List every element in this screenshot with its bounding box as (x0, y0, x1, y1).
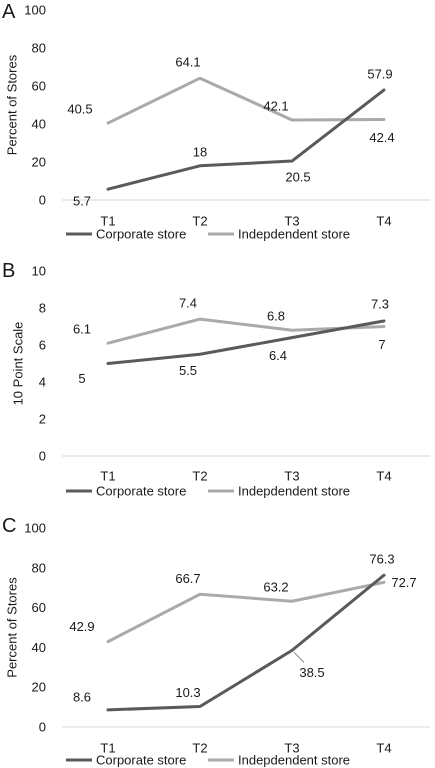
legend-label: Indepdendent store (238, 753, 350, 768)
panel-letter: A (2, 1, 16, 23)
y-tick-label: 40 (32, 640, 46, 655)
legend-label: Corporate store (96, 227, 186, 242)
x-tick-label: T4 (376, 214, 391, 229)
y-tick-label: 20 (32, 680, 46, 695)
data-label: 42.1 (263, 99, 288, 114)
data-label: 5.5 (179, 363, 197, 378)
y-tick-label: 0 (39, 193, 46, 208)
data-label: 72.7 (391, 575, 416, 590)
data-label: 10.3 (175, 685, 200, 700)
data-label: 7.4 (179, 296, 197, 311)
data-label: 76.3 (369, 552, 394, 567)
series-line-independent (106, 76, 386, 125)
data-label: 6.1 (73, 322, 91, 337)
data-label: 8.6 (73, 689, 91, 704)
panel-letter: B (2, 260, 15, 282)
data-label: 57.9 (367, 66, 392, 81)
x-tick-label: T3 (284, 214, 299, 229)
data-label: 7.3 (371, 296, 389, 311)
x-tick-label: T4 (376, 741, 391, 756)
y-tick-label: 40 (32, 117, 46, 132)
legend: Corporate store Indepdendent store (66, 227, 350, 242)
x-tick-label: T1 (100, 214, 115, 229)
data-label-leader (293, 652, 305, 663)
chart-panel-b: B 10 Point Scale 0 2 4 6 8 10 T1 T2 T3 T4 5 5.5 6.4 7.3… (2, 260, 430, 499)
x-tick-label: T3 (284, 469, 299, 484)
x-tick-label: T2 (192, 214, 207, 229)
data-label: 66.7 (175, 571, 200, 586)
data-label: 7 (378, 337, 385, 352)
x-tick-label: T2 (192, 741, 207, 756)
y-axis-label: Percent of Stores (5, 54, 20, 155)
y-axis-label: Percent of Stores (5, 577, 20, 678)
x-tick-label: T2 (192, 469, 207, 484)
y-tick-label: 100 (24, 3, 46, 18)
data-label: 5.7 (73, 194, 91, 209)
y-tick-label: 8 (39, 301, 46, 316)
x-tick-label: T1 (100, 469, 115, 484)
series-line-corporate (106, 319, 386, 365)
y-tick-label: 6 (39, 338, 46, 353)
legend-label: Corporate store (96, 484, 186, 499)
y-tick-label: 80 (32, 41, 46, 56)
data-label: 6.8 (267, 309, 285, 324)
legend: Corporate store Indepdendent store (66, 753, 350, 768)
y-tick-label: 20 (32, 155, 46, 170)
data-label: 42.9 (69, 619, 94, 634)
y-tick-label: 0 (39, 449, 46, 464)
series-line-independent (106, 317, 386, 345)
series-line-corporate (106, 573, 386, 712)
chart-panel-c: C Percent of Stores 0 20 40 60 80 100 T1 T2 T3 T4 8.… (2, 515, 430, 768)
y-tick-label: 10 (32, 264, 46, 279)
y-tick-label: 4 (39, 375, 46, 390)
legend-label: Indepdendent store (238, 227, 350, 242)
x-tick-label: T1 (100, 741, 115, 756)
y-tick-label: 80 (32, 560, 46, 575)
data-label: 38.5 (299, 665, 324, 680)
y-tick-label: 60 (32, 600, 46, 615)
chart-panel-a: A Percent of Stores 0 20 40 60 80 100 T1 T2 T3 T4 5.… (2, 1, 430, 242)
series-line-independent (106, 580, 386, 644)
data-label: 20.5 (285, 170, 310, 185)
legend: Corporate store Indepdendent store (66, 484, 350, 499)
legend-label: Indepdendent store (238, 484, 350, 499)
series-line-corporate (106, 88, 386, 191)
x-tick-label: T4 (376, 469, 391, 484)
y-tick-label: 60 (32, 79, 46, 94)
data-label: 6.4 (269, 348, 287, 363)
y-axis-label: 10 Point Scale (11, 322, 26, 406)
data-label: 5 (78, 371, 85, 386)
data-label: 63.2 (263, 580, 288, 595)
panel-letter: C (2, 515, 16, 537)
y-tick-label: 100 (24, 521, 46, 536)
data-label: 18 (193, 144, 207, 159)
data-label: 42.4 (369, 130, 394, 145)
y-tick-label: 2 (39, 412, 46, 427)
legend-label: Corporate store (96, 753, 186, 768)
x-tick-label: T3 (284, 741, 299, 756)
y-tick-label: 0 (39, 720, 46, 735)
data-label: 40.5 (67, 102, 92, 117)
data-label: 64.1 (175, 55, 200, 70)
